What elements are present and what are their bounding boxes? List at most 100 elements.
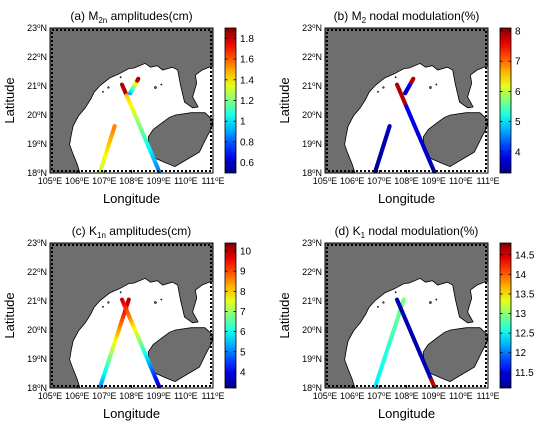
panel-title: (d) K1 nodal modulation(%): [335, 224, 479, 240]
map-border: [326, 244, 487, 387]
mainland-land: [50, 243, 213, 388]
x-tick-label: 108oE: [119, 176, 143, 186]
small-island: [107, 301, 110, 304]
x-tick-label: 107oE: [92, 391, 116, 401]
small-island: [107, 86, 110, 89]
y-tick-label: 21oN: [302, 296, 322, 306]
map-border: [51, 29, 212, 172]
small-island: [160, 83, 163, 86]
colorbar-tick-label: 4: [240, 367, 246, 378]
colorbar-tick-label: 1: [240, 117, 246, 128]
map-border: [326, 29, 487, 172]
x-tick-label: 105oE: [38, 176, 62, 186]
x-tick-label: 106oE: [65, 176, 89, 186]
x-axis-label: Longitude: [103, 406, 160, 421]
track-segment: [126, 297, 131, 304]
y-tick-label: 21oN: [27, 296, 47, 306]
map-panel-b: 105oE 106oE 107oE 108oE 109oE 110oE 111oE 18oN 1…: [277, 9, 521, 206]
y-tick-label: 23oN: [302, 23, 322, 33]
x-tick-label: 111oE: [476, 391, 499, 401]
colorbar-tick-label: 12: [515, 348, 527, 359]
small-island: [154, 86, 157, 89]
map-area: [325, 243, 488, 388]
y-tick-label: 22oN: [302, 267, 322, 277]
colorbar-tick-label: 12.5: [515, 329, 535, 340]
x-tick-label: 109oE: [421, 391, 445, 401]
x-tick-label: 108oE: [394, 391, 418, 401]
panel-title: (a) M2n amplitudes(cm): [70, 9, 192, 25]
colorbar-tick-label: 9: [240, 267, 246, 278]
y-axis-label: Latitude: [2, 292, 17, 338]
map-panel-a: 105oE 106oE 107oE 108oE 109oE 110oE 111oE 18oN 1…: [2, 9, 254, 206]
y-tick-label: 19oN: [302, 139, 322, 149]
colorbar-tick-label: 6: [240, 327, 246, 338]
small-island: [160, 298, 163, 301]
map-border: [51, 244, 212, 387]
map-area: [50, 28, 213, 173]
y-tick-label: 23oN: [27, 23, 47, 33]
x-axis-label: Longitude: [103, 191, 160, 206]
small-island: [377, 305, 379, 308]
x-tick-label: 110oE: [449, 391, 473, 401]
y-tick-label: 21oN: [27, 81, 47, 91]
x-tick-label: 106oE: [340, 176, 364, 186]
x-tick-label: 111oE: [476, 176, 499, 186]
y-tick-label: 18oN: [27, 383, 47, 393]
x-axis-label: Longitude: [378, 191, 435, 206]
mainland-land: [325, 243, 488, 388]
y-tick-label: 19oN: [27, 139, 47, 149]
small-island: [119, 76, 122, 79]
x-tick-label: 110oE: [449, 176, 473, 186]
colorbar-tick-label: 7: [240, 307, 246, 318]
y-tick-label: 22oN: [302, 52, 322, 62]
y-tick-label: 22oN: [27, 52, 47, 62]
y-tick-label: 20oN: [302, 110, 322, 120]
small-island: [429, 86, 432, 89]
colorbar: [224, 242, 237, 389]
hainan-island: [422, 112, 488, 168]
small-island: [102, 90, 104, 93]
colorbar: [499, 27, 512, 174]
small-island: [394, 291, 397, 294]
y-tick-label: 22oN: [27, 267, 47, 277]
x-tick-label: 107oE: [367, 391, 391, 401]
x-tick-label: 109oE: [146, 176, 170, 186]
colorbar-tick-label: 8: [240, 287, 246, 298]
y-tick-label: 19oN: [302, 354, 322, 364]
x-tick-label: 111oE: [201, 391, 224, 401]
x-tick-label: 106oE: [340, 391, 364, 401]
colorbar-tick-label: 8: [515, 27, 521, 38]
colorbar-tick-label: 14: [515, 270, 527, 281]
y-tick-label: 21oN: [302, 81, 322, 91]
y-axis-label: Latitude: [277, 77, 292, 123]
colorbar-tick-label: 7: [515, 57, 521, 68]
y-tick-label: 20oN: [27, 325, 47, 335]
y-axis-label: Latitude: [2, 77, 17, 123]
x-tick-label: 105oE: [313, 176, 337, 186]
mainland-land: [50, 28, 213, 173]
x-tick-label: 107oE: [367, 176, 391, 186]
panel-title: (c) K1n amplitudes(cm): [72, 224, 192, 240]
y-tick-label: 18oN: [302, 168, 322, 178]
y-tick-label: 20oN: [302, 325, 322, 335]
x-axis-label: Longitude: [378, 406, 435, 421]
colorbar-tick-label: 14.5: [515, 250, 535, 261]
y-tick-label: 19oN: [27, 354, 47, 364]
small-island: [394, 76, 397, 79]
colorbar-tick-label: 6: [515, 87, 521, 98]
colorbar-tick-label: 1.8: [240, 34, 254, 45]
x-tick-label: 107oE: [92, 176, 116, 186]
y-tick-label: 23oN: [302, 238, 322, 248]
hainan-island: [147, 112, 213, 168]
colorbar-tick-label: 4: [515, 147, 521, 158]
map-panel-c: 105oE 106oE 107oE 108oE 109oE 110oE 111oE 18oN 1…: [2, 224, 252, 421]
small-island: [102, 305, 104, 308]
colorbar-tick-label: 5: [240, 347, 246, 358]
y-axis-label: Latitude: [277, 292, 292, 338]
x-tick-label: 111oE: [201, 176, 224, 186]
colorbar-tick-label: 5: [515, 117, 521, 128]
colorbar: [499, 242, 512, 389]
small-island: [382, 301, 385, 304]
small-island: [429, 301, 432, 304]
